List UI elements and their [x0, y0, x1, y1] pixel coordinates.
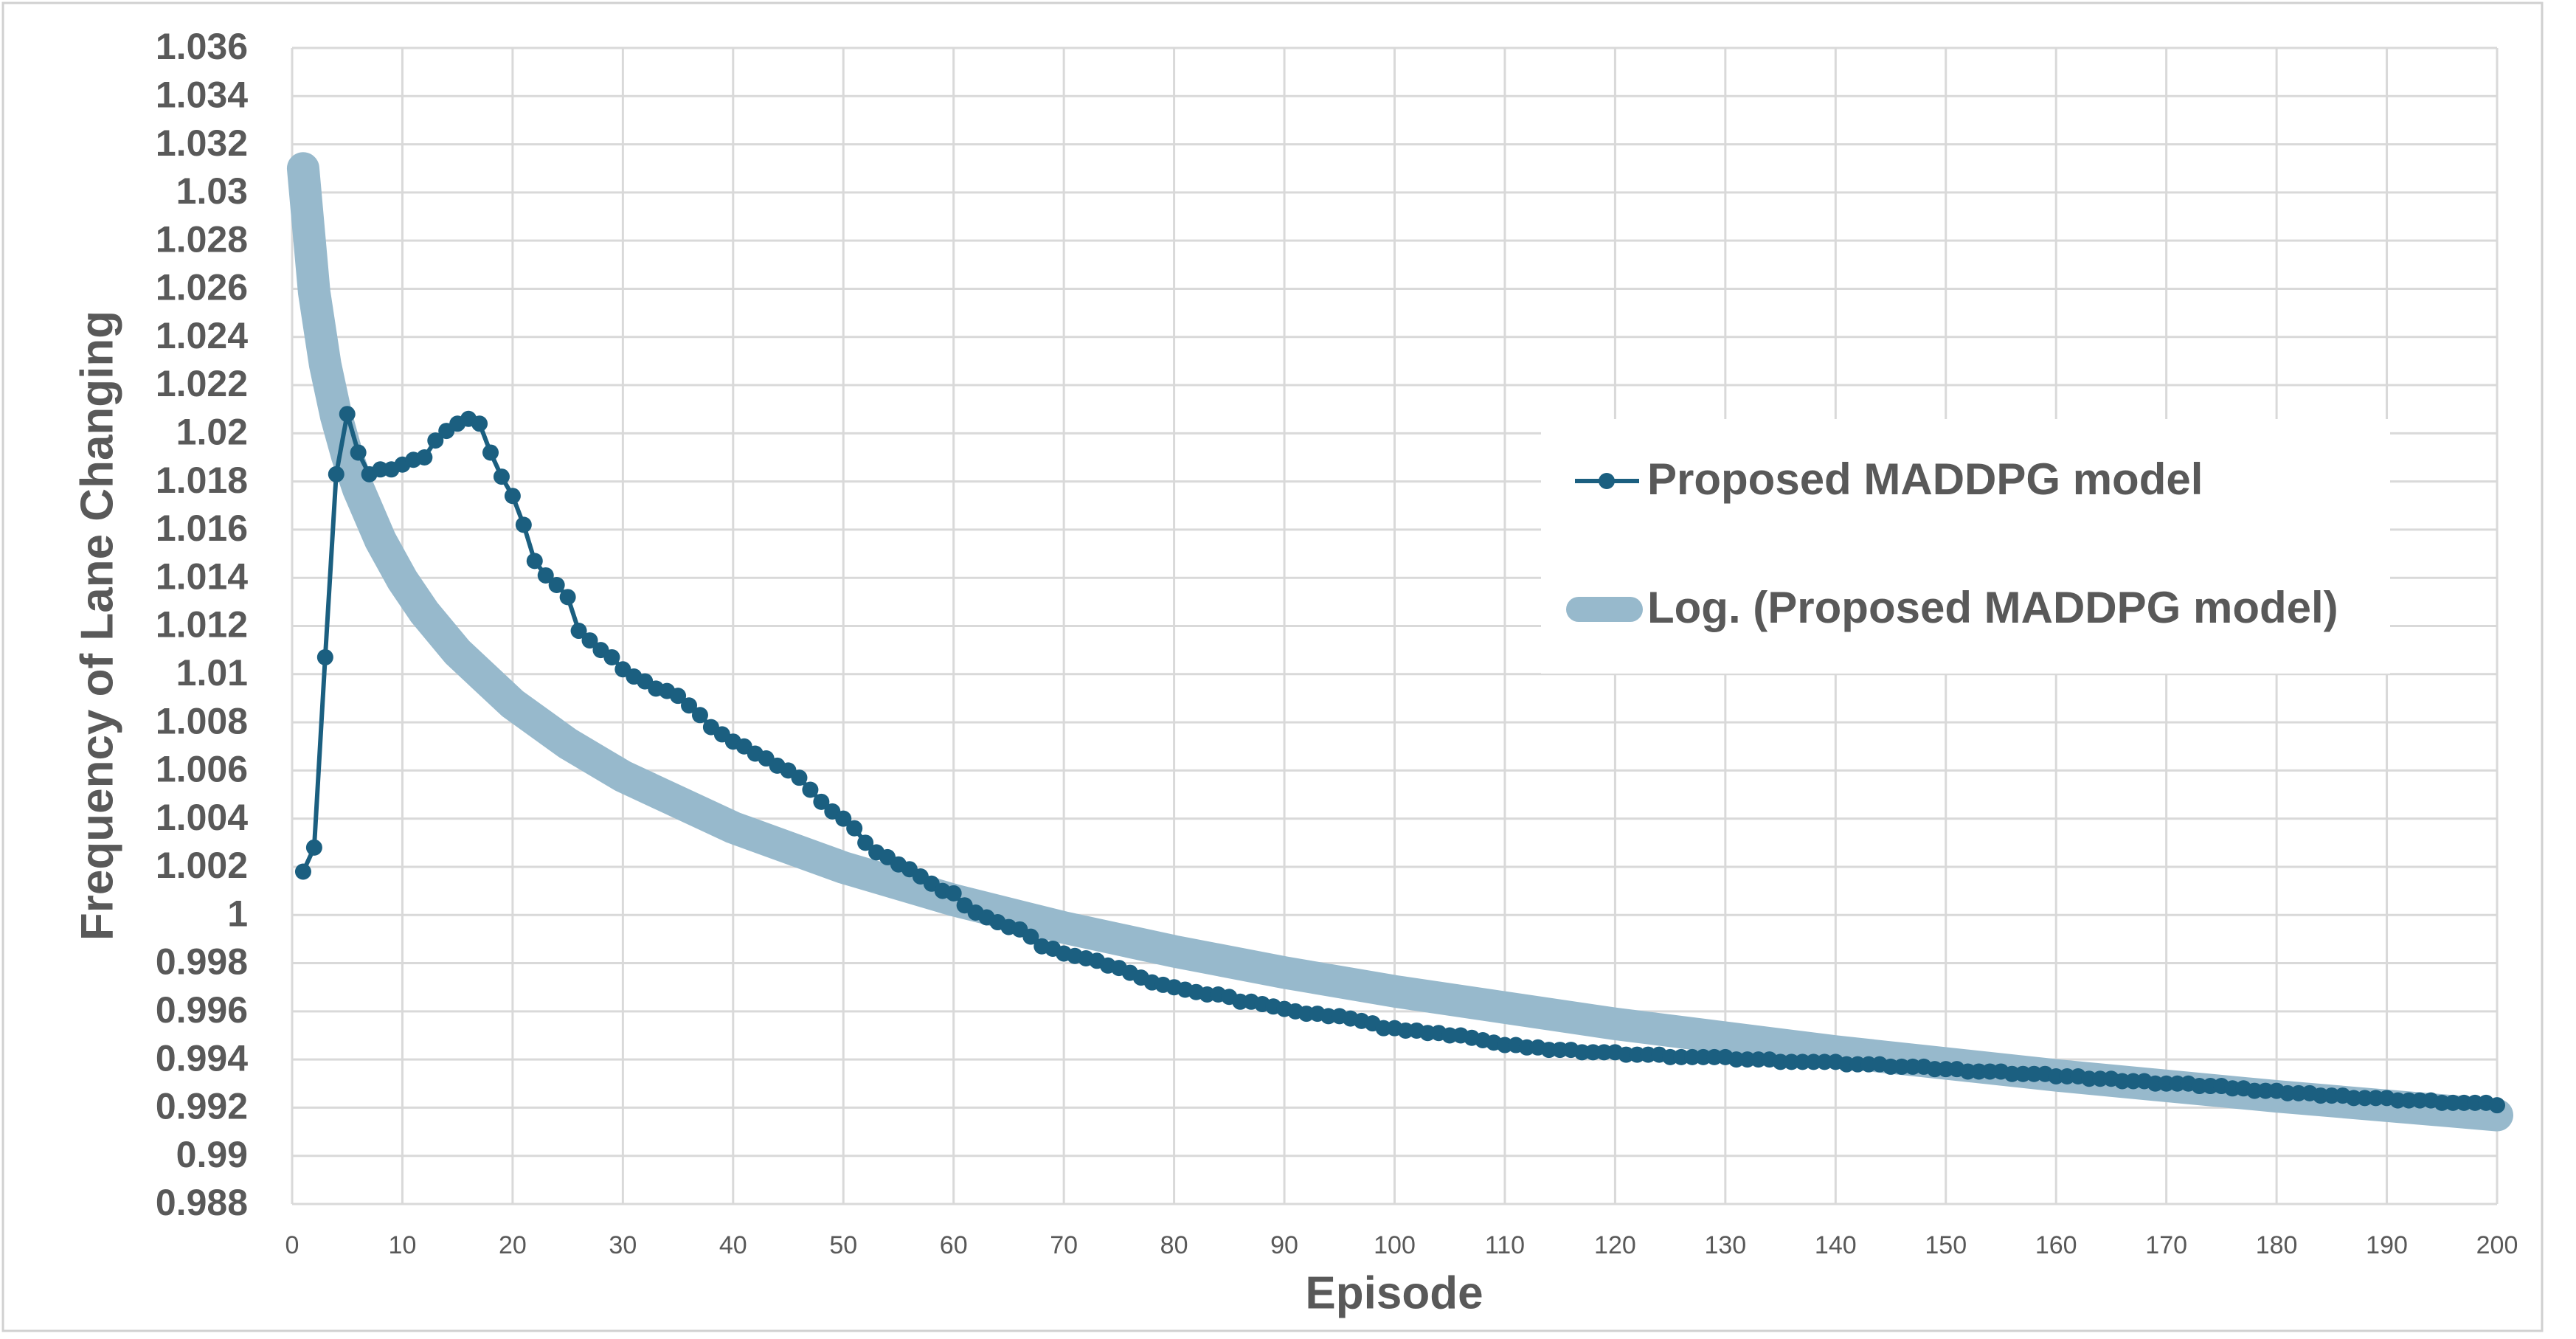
data-point [416, 449, 433, 466]
y-tick-label: 1.024 [156, 315, 248, 356]
y-tick-label: 1.012 [156, 604, 248, 646]
y-tick-label: 1.028 [156, 218, 248, 260]
x-tick-label: 180 [2256, 1231, 2298, 1259]
y-tick-label: 1.002 [156, 845, 248, 886]
legend-label: Log. (Proposed MADDPG model) [1647, 583, 2338, 632]
x-tick-label: 170 [2145, 1231, 2187, 1259]
y-tick-label: 0.998 [156, 941, 248, 983]
data-point [482, 444, 499, 461]
x-tick-label: 160 [2035, 1231, 2077, 1259]
y-tick-label: 0.988 [156, 1182, 248, 1223]
legend-box [1541, 419, 2390, 674]
y-tick-label: 1.008 [156, 700, 248, 741]
x-tick-label: 50 [829, 1231, 857, 1259]
x-tick-label: 10 [389, 1231, 417, 1259]
data-point [802, 781, 819, 798]
y-tick-label: 1.016 [156, 508, 248, 549]
data-point [316, 648, 333, 665]
data-point [835, 810, 852, 827]
x-tick-label: 20 [499, 1231, 527, 1259]
y-tick-label: 1.022 [156, 363, 248, 404]
y-tick-label: 1.032 [156, 122, 248, 164]
data-point [548, 577, 565, 594]
data-point [328, 466, 344, 482]
y-tick-label: 1.018 [156, 460, 248, 501]
data-point [681, 697, 698, 714]
data-point [603, 648, 620, 665]
x-tick-label: 200 [2476, 1231, 2518, 1259]
x-tick-label: 140 [1815, 1231, 1857, 1259]
y-tick-label: 1.014 [156, 556, 248, 597]
data-point [559, 589, 576, 606]
x-tick-label: 150 [1925, 1231, 1967, 1259]
y-tick-label: 1.036 [156, 26, 248, 67]
y-axis-title: Frequency of Lane Changing [72, 311, 122, 941]
y-tick-label: 1.026 [156, 267, 248, 308]
data-point [471, 415, 488, 432]
x-tick-label: 40 [719, 1231, 747, 1259]
data-point [857, 834, 874, 851]
data-point [2489, 1097, 2505, 1114]
plot-area [286, 152, 2513, 1132]
data-point [504, 488, 521, 505]
y-tick-label: 1.03 [176, 170, 248, 212]
legend: Proposed MADDPG model Log. (Proposed MADD… [1566, 454, 2338, 632]
data-point [427, 432, 444, 449]
x-tick-label: 130 [1704, 1231, 1746, 1259]
data-point [294, 863, 311, 880]
y-tick-label: 1.01 [176, 652, 248, 693]
data-point [350, 444, 367, 461]
y-tick-label: 1.006 [156, 749, 248, 790]
x-tick-label: 30 [609, 1231, 637, 1259]
data-point [570, 623, 587, 640]
y-tick-label: 1.034 [156, 74, 248, 115]
data-point [305, 839, 322, 856]
y-tick-label: 1 [227, 893, 248, 934]
y-tick-label: 0.996 [156, 989, 248, 1031]
y-tick-label: 1.004 [156, 797, 248, 838]
x-axis-title: Episode [1305, 1267, 1483, 1318]
data-point [670, 688, 687, 705]
data-point [691, 707, 708, 724]
data-point [846, 820, 863, 837]
data-point [581, 632, 598, 649]
data-point [515, 516, 532, 533]
data-point [791, 769, 808, 786]
y-tick-label: 1.02 [176, 412, 248, 453]
x-tick-label: 80 [1160, 1231, 1188, 1259]
legend-marker [1599, 473, 1615, 489]
data-point [526, 553, 543, 570]
legend-label: Proposed MADDPG model [1647, 454, 2203, 504]
data-point [1022, 928, 1039, 945]
data-point [493, 468, 510, 485]
x-tick-label: 90 [1270, 1231, 1298, 1259]
x-tick-label: 120 [1594, 1231, 1636, 1259]
x-tick-label: 190 [2366, 1231, 2408, 1259]
y-tick-label: 0.992 [156, 1086, 248, 1127]
data-point [537, 567, 554, 584]
y-tick-label: 0.99 [176, 1134, 248, 1175]
x-tick-label: 100 [1374, 1231, 1416, 1259]
trend-line [286, 152, 2513, 1132]
data-point [813, 793, 830, 810]
x-tick-label: 70 [1050, 1231, 1078, 1259]
grid [291, 46, 2499, 1205]
y-tick-label: 0.994 [156, 1037, 248, 1079]
data-point [339, 406, 356, 423]
x-tick-label: 110 [1485, 1231, 1525, 1259]
x-tick-label: 0 [285, 1231, 300, 1259]
x-tick-label: 60 [940, 1231, 968, 1259]
data-point [945, 885, 962, 902]
